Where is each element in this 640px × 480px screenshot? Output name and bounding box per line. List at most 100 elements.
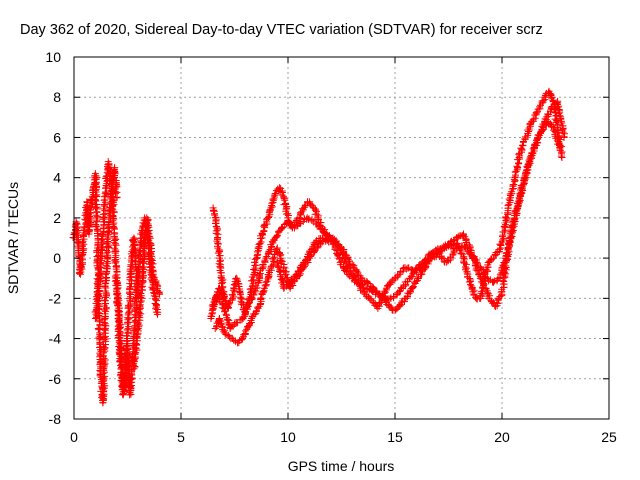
data-point	[256, 239, 264, 247]
data-point	[516, 195, 524, 203]
data-point	[516, 191, 524, 199]
data-point	[151, 275, 159, 283]
data-point	[535, 133, 543, 141]
data-point	[281, 196, 289, 204]
data-point	[519, 181, 527, 189]
data-point	[246, 319, 254, 327]
data-point	[472, 266, 480, 274]
data-point	[131, 295, 139, 303]
data-point	[133, 333, 141, 341]
chart-title: Day 362 of 2020, Sidereal Day-to-day VTE…	[20, 22, 543, 38]
data-point	[254, 244, 262, 252]
data-point	[303, 214, 311, 222]
data-point	[479, 278, 487, 286]
y-tick-label: 8	[53, 89, 61, 105]
data-point	[152, 305, 160, 313]
data-point	[111, 244, 119, 252]
data-point	[131, 350, 139, 358]
data-point	[214, 226, 222, 234]
data-point	[93, 312, 101, 320]
data-point	[509, 227, 517, 235]
data-point	[156, 290, 164, 298]
data-point	[525, 128, 533, 136]
data-point	[391, 306, 399, 314]
data-point	[290, 274, 298, 282]
y-tick-label: 0	[53, 250, 61, 266]
data-point	[462, 237, 470, 245]
data-point	[558, 119, 566, 127]
data-point	[539, 97, 547, 105]
data-point	[325, 238, 333, 246]
data-point	[101, 344, 109, 352]
x-tick-label: 10	[280, 429, 296, 445]
data-point	[215, 260, 223, 268]
data-point	[559, 128, 567, 136]
data-point	[514, 201, 522, 209]
data-point	[106, 166, 114, 174]
data-point	[526, 159, 534, 167]
data-point	[536, 103, 544, 111]
data-point	[254, 278, 262, 286]
data-point	[556, 144, 564, 151]
data-point	[475, 271, 483, 279]
data-point	[133, 282, 141, 290]
data-point	[257, 238, 265, 246]
data-point	[138, 264, 146, 272]
data-point	[276, 268, 284, 276]
data-point	[233, 274, 241, 282]
data-point	[146, 252, 154, 260]
data-point	[102, 173, 110, 181]
data-points	[69, 87, 569, 407]
data-point	[262, 254, 270, 262]
data-point	[351, 273, 359, 281]
data-point	[427, 254, 435, 262]
data-point	[110, 208, 118, 216]
x-tick-label: 15	[387, 429, 403, 445]
data-point	[215, 248, 223, 256]
data-point	[125, 301, 133, 309]
data-point	[144, 229, 152, 237]
y-tick-label: -4	[49, 331, 62, 347]
data-point	[336, 243, 344, 251]
data-point	[225, 300, 233, 308]
data-point	[125, 309, 133, 317]
data-point	[313, 210, 321, 218]
data-point	[353, 267, 361, 275]
data-point	[432, 251, 440, 259]
data-point	[115, 333, 123, 341]
data-point	[394, 271, 402, 279]
data-point	[252, 261, 260, 269]
data-point	[421, 264, 429, 272]
data-point	[462, 264, 470, 272]
data-point	[220, 294, 228, 302]
data-point	[115, 300, 123, 308]
data-point	[456, 246, 464, 254]
data-point	[214, 244, 222, 252]
data-point	[225, 333, 233, 341]
data-point	[486, 257, 494, 265]
data-point	[125, 315, 133, 323]
y-tick-label: 6	[53, 129, 61, 145]
data-point	[273, 262, 281, 270]
data-point	[136, 302, 144, 310]
data-point	[408, 273, 416, 281]
data-point	[81, 224, 89, 232]
grid-lines	[74, 57, 609, 419]
x-tick-label: 25	[601, 429, 617, 445]
data-point	[272, 190, 280, 198]
data-point	[510, 181, 518, 189]
data-point	[447, 238, 455, 246]
data-point	[149, 272, 157, 280]
data-point	[372, 288, 380, 296]
data-point	[269, 255, 277, 263]
data-point	[258, 264, 266, 272]
data-point	[140, 263, 148, 271]
data-point	[301, 257, 309, 265]
data-point	[134, 263, 142, 271]
data-point	[561, 130, 569, 138]
data-point	[557, 152, 565, 160]
data-point	[518, 145, 526, 153]
data-point	[137, 289, 145, 297]
data-point	[74, 228, 82, 236]
